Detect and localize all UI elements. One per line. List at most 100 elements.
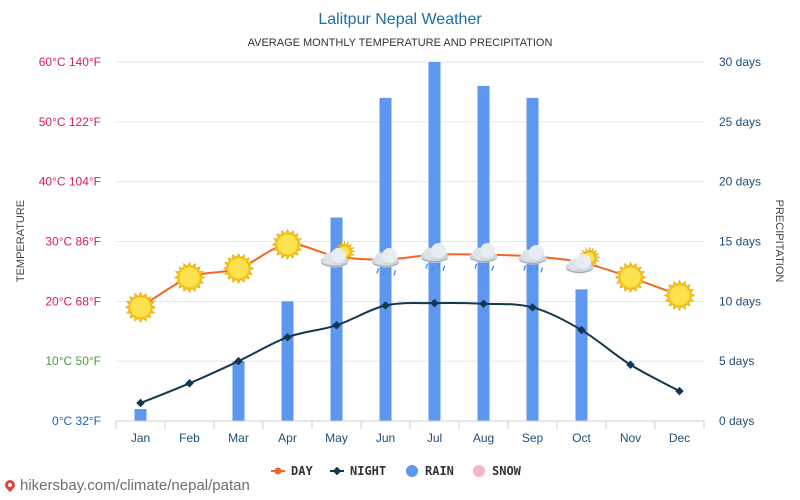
legend-item-snow: SNOW — [473, 464, 522, 478]
sun-icon — [124, 291, 157, 323]
legend-marker — [473, 465, 485, 477]
sun-icon — [173, 261, 206, 294]
rain-drop — [425, 263, 429, 269]
rain-drop — [388, 268, 392, 274]
cloud-shade — [470, 258, 497, 263]
temperature-lines — [136, 243, 684, 408]
sun-icon — [663, 279, 696, 312]
rain-drop — [491, 265, 495, 271]
rain-drop — [480, 265, 484, 271]
rain-cloud-icon — [371, 247, 400, 276]
month-label: May — [325, 431, 348, 445]
night-point — [185, 379, 194, 388]
chart-title: Lalitpur Nepal Weather — [318, 11, 482, 28]
night-point — [479, 299, 488, 308]
month-label: Aug — [473, 431, 494, 445]
rain-drop — [442, 265, 446, 271]
month-label: Oct — [572, 431, 591, 445]
month-label: Dec — [669, 431, 690, 445]
sun-icon — [222, 252, 255, 285]
left-tick-label: 10°C 50°F — [45, 354, 101, 368]
rain-bar — [428, 62, 441, 421]
month-label: Sep — [522, 431, 544, 445]
night-point — [136, 398, 145, 408]
cloud-puff — [576, 253, 591, 269]
left-tick-label: 20°C 68°F — [45, 294, 101, 308]
cloud-puff — [480, 243, 495, 259]
footer-link[interactable]: hikersbay.com/climate/nepal/patan — [20, 477, 250, 494]
left-tick-label: 0°C 32°F — [52, 414, 101, 428]
night-point — [332, 321, 341, 330]
left-tick-label: 40°C 104°F — [39, 175, 101, 189]
weather-icons — [124, 228, 696, 323]
partly-cloudy-icon — [565, 246, 601, 274]
night-line — [140, 301, 680, 404]
right-tick-label: 0 days — [719, 414, 754, 428]
cloud-puff — [431, 243, 446, 259]
legend-label: RAIN — [425, 464, 454, 478]
month-label: Mar — [228, 431, 249, 445]
rain-drop — [523, 265, 527, 271]
legend-label: DAY — [291, 464, 313, 478]
location-pin-icon — [2, 477, 18, 492]
right-tick-label: 30 days — [719, 55, 761, 69]
legend-label: NIGHT — [350, 464, 386, 478]
rain-drop — [540, 267, 544, 273]
sun-core — [130, 297, 151, 318]
cloud-shade — [321, 263, 348, 267]
cloud-shade — [519, 260, 546, 264]
rain-bar — [330, 217, 343, 421]
chart-subtitle: AVERAGE MONTHLY TEMPERATURE AND PRECIPIT… — [248, 37, 553, 49]
night-point — [234, 356, 243, 366]
rain-drop — [535, 265, 539, 271]
month-label: Jan — [131, 431, 150, 445]
legend-label: SNOW — [492, 464, 522, 478]
left-tick-label: 60°C 140°F — [39, 55, 101, 69]
rain-drop — [437, 263, 441, 269]
sun-core — [228, 258, 249, 279]
cloud-shade — [421, 258, 448, 263]
partly-cloudy-icon — [320, 240, 356, 268]
left-tick-label: 30°C 86°F — [45, 235, 101, 249]
month-label: Feb — [179, 431, 200, 445]
rain-drop — [393, 270, 397, 276]
legend-marker — [274, 467, 282, 475]
sun-icon — [271, 228, 304, 261]
cloud-shade — [372, 262, 399, 267]
night-point — [528, 303, 537, 312]
left-tick-label: 50°C 122°F — [39, 115, 101, 129]
rain-bar — [232, 361, 245, 421]
legend-item-day: DAY — [271, 464, 313, 478]
left-axis-label: TEMPERATURE — [15, 200, 27, 282]
cloud-puff — [382, 247, 397, 263]
rain-bar — [281, 301, 294, 421]
rain-cloud-icon — [469, 243, 498, 271]
legend-marker — [332, 466, 342, 476]
sun-core — [620, 267, 641, 288]
cloud-puff — [331, 247, 346, 263]
night-point — [577, 325, 586, 335]
rain-drop — [474, 263, 478, 269]
rain-drop — [376, 268, 380, 274]
right-tick-label: 25 days — [719, 115, 761, 129]
rain-bar — [134, 409, 147, 421]
rain-drop — [382, 270, 386, 276]
right-tick-label: 15 days — [719, 235, 761, 249]
night-point — [430, 298, 439, 308]
grid — [115, 61, 705, 429]
sun-icon — [614, 261, 647, 294]
rain-drop — [431, 265, 435, 271]
month-label: Nov — [620, 431, 641, 445]
footer[interactable]: hikersbay.com/climate/nepal/patan — [2, 477, 250, 494]
sun-core — [277, 234, 298, 255]
right-tick-label: 20 days — [719, 175, 761, 189]
month-label: Jul — [427, 431, 442, 445]
legend-marker — [406, 465, 418, 477]
rain-drop — [486, 263, 490, 269]
legend-item-rain: RAIN — [406, 464, 454, 478]
night-point — [283, 332, 292, 342]
rain-drop — [529, 267, 533, 273]
right-tick-label: 10 days — [719, 294, 761, 308]
rain-cloud-icon — [518, 244, 547, 273]
night-point — [381, 301, 390, 310]
